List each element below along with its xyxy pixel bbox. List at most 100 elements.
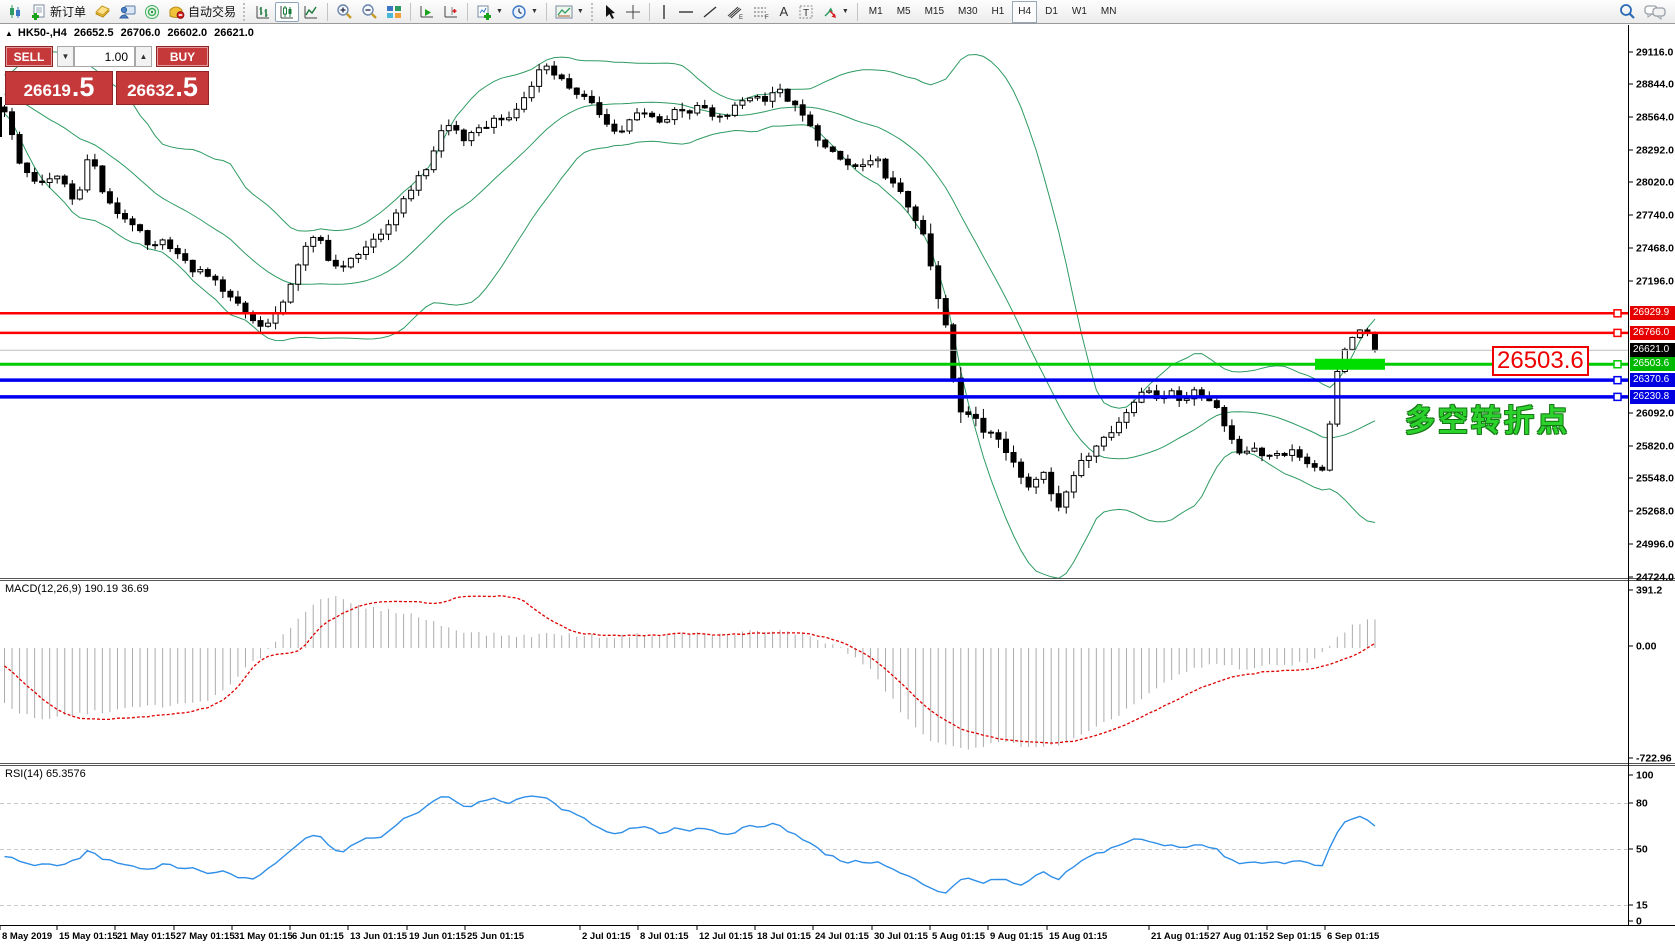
text-label-tool[interactable]: T (794, 2, 818, 22)
toolbar-separator (545, 2, 547, 21)
signals-button[interactable] (140, 2, 164, 22)
collapse-triangle-icon[interactable]: ▲ (5, 28, 13, 38)
crosshair-icon (625, 4, 640, 19)
tile-windows-button[interactable] (382, 2, 406, 22)
one-click-trading-panel: SELL ▼ 1.00 ▲ BUY 26619 .5 26632 .5 (5, 46, 210, 106)
crosshair-tool-button[interactable] (621, 2, 645, 22)
close-value: 26621.0 (214, 27, 254, 39)
vertical-line-icon (663, 4, 665, 19)
chart-shift-button[interactable] (439, 2, 463, 22)
timeframe-d1[interactable]: D1 (1045, 6, 1058, 17)
svg-text:9 Aug 01:15: 9 Aug 01:15 (990, 931, 1044, 942)
svg-text:28844.0: 28844.0 (1636, 79, 1674, 91)
zoom-in-icon (337, 4, 352, 19)
line-chart-button[interactable] (299, 2, 323, 22)
low-value: 26602.0 (167, 27, 208, 39)
buy-price-main: 26632 (127, 81, 175, 100)
equidistant-channel-tool[interactable]: E (722, 2, 748, 22)
sell-price-box[interactable]: 26619 .5 (5, 71, 113, 105)
turning-point-annotation[interactable]: 多空转折点 (1405, 405, 1570, 438)
auto-scroll-icon (420, 5, 434, 17)
autotrading-button[interactable]: 自动交易 (164, 2, 240, 22)
arrows-dropdown[interactable]: ▼ (818, 2, 853, 22)
text-tool[interactable]: A (779, 4, 789, 19)
svg-text:27740.0: 27740.0 (1636, 210, 1674, 222)
svg-text:12 Jul 01:15: 12 Jul 01:15 (699, 931, 754, 942)
svg-text:0.00: 0.00 (1636, 641, 1657, 653)
cursor-icon (605, 4, 615, 19)
volume-input[interactable]: 1.00 (74, 46, 135, 67)
svg-text:15: 15 (1636, 900, 1648, 912)
svg-text:50: 50 (1636, 844, 1648, 856)
toolbar-grip (590, 2, 596, 21)
buy-price-box[interactable]: 26632 .5 (116, 71, 209, 105)
horizontal-line-icon (678, 10, 693, 13)
buy-button-label: BUY (169, 49, 196, 64)
volume-decrement-button[interactable]: ▼ (57, 46, 74, 67)
new-chart-dropdown[interactable]: ▼ (472, 2, 507, 22)
svg-text:27 May 01:15: 27 May 01:15 (176, 931, 235, 942)
zoom-out-button[interactable] (357, 2, 382, 22)
svg-text:25548.0: 25548.0 (1636, 473, 1674, 485)
caret-down-icon: ▼ (61, 52, 70, 61)
svg-text:24 Jul 01:15: 24 Jul 01:15 (815, 931, 870, 942)
timeframe-m5[interactable]: M5 (896, 6, 911, 17)
svg-text:24996.0: 24996.0 (1636, 539, 1674, 551)
timeframe-h4[interactable]: H4 (1012, 0, 1038, 23)
vertical-line-tool[interactable] (654, 2, 674, 22)
volume-increment-button[interactable]: ▲ (135, 46, 152, 67)
candlestick-chart-button[interactable] (275, 1, 300, 22)
tile-windows-icon (387, 5, 402, 18)
trendline-tool[interactable] (698, 2, 722, 22)
chevron-down-icon: ▼ (841, 8, 849, 15)
trendline-icon (703, 5, 717, 18)
timeframe-w1[interactable]: W1 (1071, 6, 1087, 17)
svg-text:18 Jul 01:15: 18 Jul 01:15 (757, 931, 812, 942)
svg-text:6 Jun 01:15: 6 Jun 01:15 (292, 931, 344, 942)
fibonacci-tool[interactable]: F (748, 2, 774, 22)
clock-icon (512, 4, 526, 19)
app-icon (3, 2, 27, 22)
timeframe-m1[interactable]: M1 (868, 6, 883, 17)
high-value: 26706.0 (120, 27, 161, 39)
arrows-icon (824, 7, 836, 18)
timeframe-m15[interactable]: M15 (924, 6, 945, 17)
chevron-down-icon: ▼ (530, 8, 538, 15)
svg-text:F: F (765, 15, 769, 20)
cursor-tool-button[interactable] (599, 2, 621, 22)
zoom-in-button[interactable] (332, 2, 357, 22)
svg-text:21 May 01:15: 21 May 01:15 (117, 931, 176, 942)
sell-button-label: SELL (13, 49, 45, 64)
chart-shift-icon (444, 5, 458, 17)
periods-dropdown[interactable]: ▼ (507, 2, 542, 22)
buy-price-frac: .5 (175, 72, 198, 102)
sell-button[interactable]: SELL (5, 46, 53, 67)
timeframe-m30[interactable]: M30 (958, 6, 978, 17)
svg-text:15 May 01:15: 15 May 01:15 (59, 931, 118, 942)
svg-text:2 Sep 01:15: 2 Sep 01:15 (1269, 931, 1322, 942)
buy-button[interactable]: BUY (156, 46, 209, 67)
chevron-down-icon: ▼ (576, 8, 584, 15)
metaeditor-button[interactable] (115, 2, 140, 22)
market-watch-button[interactable] (90, 2, 115, 22)
bar-chart-icon (256, 5, 270, 18)
search-icon[interactable] (1619, 3, 1636, 20)
sell-price-frac: .5 (71, 72, 95, 102)
horizontal-line-tool[interactable] (674, 2, 698, 22)
svg-text:8 May 2019: 8 May 2019 (2, 931, 52, 942)
svg-text:15 Aug 01:15: 15 Aug 01:15 (1049, 931, 1108, 942)
timeframe-mn[interactable]: MN (1100, 6, 1117, 17)
timeframe-h1[interactable]: H1 (991, 6, 1005, 17)
price-callout-box[interactable]: 26503.6 (1492, 346, 1589, 376)
templates-dropdown[interactable]: ▼ (551, 2, 588, 22)
toolbar-separator (410, 2, 412, 21)
svg-text:6 Sep 01:15: 6 Sep 01:15 (1327, 931, 1380, 942)
bar-chart-button[interactable] (251, 2, 275, 22)
chat-icon[interactable] (1644, 4, 1666, 20)
macd-indicator-label: MACD(12,26,9) 190.19 36.69 (5, 583, 149, 595)
one-click-collapse-handle[interactable] (0, 97, 2, 137)
new-order-button[interactable]: 新订单 (27, 2, 90, 22)
auto-scroll-button[interactable] (415, 2, 439, 22)
